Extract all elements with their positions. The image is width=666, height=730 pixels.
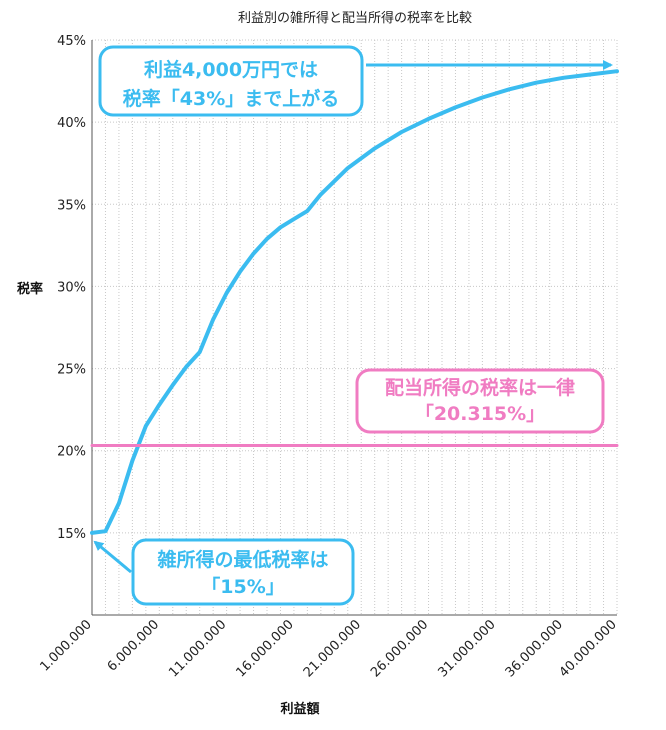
x-tick-label: 26.000.000 (368, 617, 431, 680)
grid (91, 39, 618, 616)
y-tick-label: 25% (57, 363, 86, 378)
y-tick-label: 15% (57, 527, 86, 542)
callout-bottom-line-2: 「15%」 (201, 575, 284, 598)
callout-pink-line-1: 配当所得の税率は一律 (385, 376, 575, 399)
x-tick-label: 40.000.000 (557, 617, 620, 680)
y-tick-label: 20% (57, 445, 86, 460)
callout-top-line-2: 税率「43%」まで上がる (123, 87, 339, 110)
series-lines (90, 69, 619, 535)
x-tick-label: 6.000.000 (105, 617, 162, 674)
callout-bottom-arrow (93, 540, 132, 574)
x-tick-labels: 1.000.000 6.000.000 11.000.000 16.000.000 21… (37, 617, 619, 680)
x-tick-label: 1.000.000 (37, 617, 94, 674)
y-tick-labels: 15% 20% 25% 30% 35% 40% 45% (57, 34, 86, 542)
callout-bottom-line-1: 雑所得の最低税率は (156, 548, 328, 571)
y-tick-label: 40% (57, 116, 86, 131)
x-axis-label: 利益額 (280, 701, 319, 717)
y-tick-label: 45% (57, 34, 86, 49)
callout-pink-line-2: 「20.315%」 (415, 402, 545, 425)
chart-title: 利益別の雑所得と配当所得の税率を比較 (238, 10, 472, 26)
y-tick-label: 30% (57, 280, 86, 295)
x-tick-label: 31.000.000 (435, 617, 498, 680)
callout-top: 利益4,000万円では 税率「43%」まで上がる (98, 45, 613, 117)
y-axis-label: 税率 (17, 281, 43, 297)
x-tick-label: 16.000.000 (234, 617, 297, 680)
callout-top-line-1: 利益4,000万円では (144, 58, 318, 81)
x-tick-label: 11.000.000 (166, 617, 229, 680)
x-tick-label: 21.000.000 (301, 617, 364, 680)
axes (91, 40, 617, 616)
series-line-misc-income (90, 69, 619, 535)
callout-pink: 配当所得の税率は一律 「20.315%」 (355, 368, 605, 434)
y-tick-label: 35% (57, 198, 86, 213)
callout-pink-box (355, 368, 605, 434)
callout-bottom: 雑所得の最低税率は 「15%」 (93, 538, 355, 606)
callout-top-box (98, 45, 364, 117)
callout-bottom-box (131, 538, 355, 606)
